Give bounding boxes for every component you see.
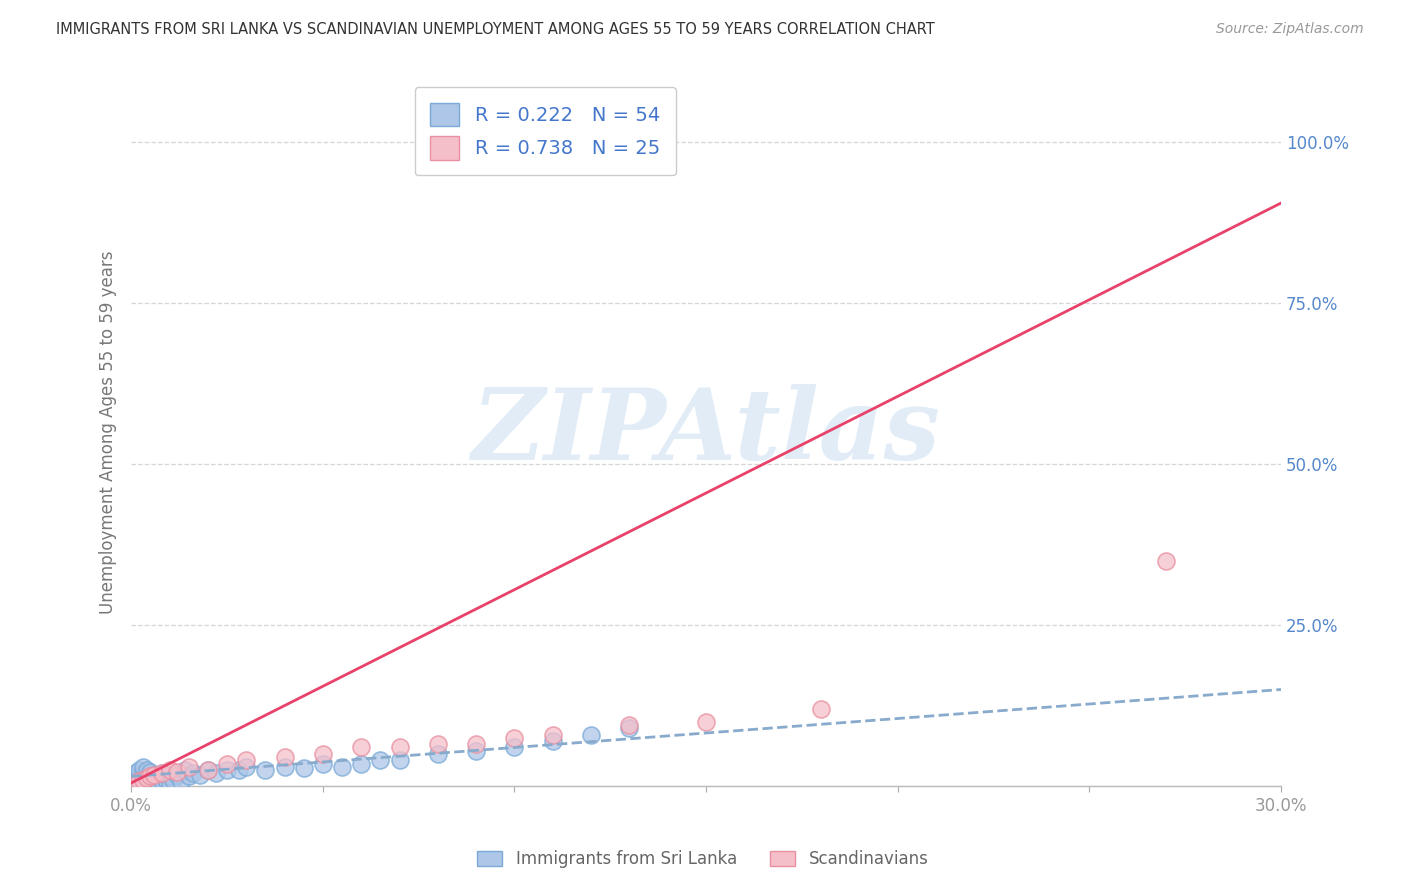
Point — [132, 766, 155, 780]
Point — [132, 776, 155, 790]
Point — [166, 767, 188, 781]
Text: IMMIGRANTS FROM SRI LANKA VS SCANDINAVIAN UNEMPLOYMENT AMONG AGES 55 TO 59 YEARS: IMMIGRANTS FROM SRI LANKA VS SCANDINAVIA… — [56, 22, 935, 37]
Text: Source: ZipAtlas.com: Source: ZipAtlas.com — [1216, 22, 1364, 37]
Point — [541, 728, 564, 742]
Point — [503, 740, 526, 755]
Point — [619, 718, 641, 732]
Point — [177, 760, 200, 774]
Point — [150, 766, 173, 780]
Legend: Immigrants from Sri Lanka, Scandinavians: Immigrants from Sri Lanka, Scandinavians — [471, 844, 935, 875]
Point — [292, 761, 315, 775]
Point — [174, 763, 197, 777]
Point — [370, 753, 392, 767]
Point — [159, 769, 181, 783]
Point — [124, 772, 146, 787]
Point — [388, 740, 411, 755]
Point — [132, 772, 155, 787]
Point — [426, 747, 449, 761]
Point — [197, 763, 219, 777]
Point — [139, 776, 162, 790]
Point — [541, 734, 564, 748]
Point — [215, 763, 238, 777]
Point — [146, 769, 169, 783]
Point — [579, 728, 602, 742]
Point — [128, 763, 150, 777]
Point — [235, 760, 257, 774]
Point — [181, 766, 204, 780]
Point — [139, 769, 162, 783]
Point — [312, 756, 335, 771]
Point — [695, 714, 717, 729]
Point — [128, 776, 150, 790]
Point — [254, 763, 277, 777]
Point — [150, 774, 173, 789]
Point — [132, 760, 155, 774]
Point — [350, 740, 373, 755]
Point — [143, 774, 166, 789]
Point — [128, 767, 150, 781]
Point — [465, 744, 488, 758]
Point — [124, 766, 146, 780]
Point — [128, 774, 150, 789]
Point — [204, 766, 226, 780]
Point — [503, 731, 526, 745]
Point — [228, 763, 250, 777]
Point — [135, 763, 157, 777]
Point — [350, 756, 373, 771]
Point — [188, 767, 211, 781]
Point — [170, 774, 193, 789]
Legend: R = 0.222   N = 54, R = 0.738   N = 25: R = 0.222 N = 54, R = 0.738 N = 25 — [415, 87, 676, 176]
Point — [146, 776, 169, 790]
Point — [162, 772, 184, 787]
Point — [312, 747, 335, 761]
Point — [143, 767, 166, 781]
Point — [159, 763, 181, 777]
Point — [135, 774, 157, 789]
Point — [465, 737, 488, 751]
Point — [235, 753, 257, 767]
Point — [135, 769, 157, 783]
Point — [215, 756, 238, 771]
Point — [426, 737, 449, 751]
Point — [132, 772, 155, 787]
Point — [619, 721, 641, 735]
Point — [128, 774, 150, 789]
Point — [388, 753, 411, 767]
Point — [177, 769, 200, 783]
Point — [124, 776, 146, 790]
Point — [143, 767, 166, 781]
Point — [128, 772, 150, 786]
Text: ZIPAtlas: ZIPAtlas — [471, 384, 941, 480]
Point — [139, 772, 162, 786]
Point — [330, 760, 353, 774]
Y-axis label: Unemployment Among Ages 55 to 59 years: Unemployment Among Ages 55 to 59 years — [100, 250, 117, 614]
Point — [139, 764, 162, 779]
Point — [810, 702, 832, 716]
Point — [273, 750, 295, 764]
Point — [135, 772, 157, 786]
Point — [1154, 554, 1177, 568]
Point — [273, 760, 295, 774]
Point — [166, 764, 188, 779]
Point — [124, 769, 146, 783]
Point — [159, 776, 181, 790]
Point — [150, 766, 173, 780]
Point — [155, 772, 177, 787]
Point — [197, 763, 219, 777]
Point — [124, 776, 146, 790]
